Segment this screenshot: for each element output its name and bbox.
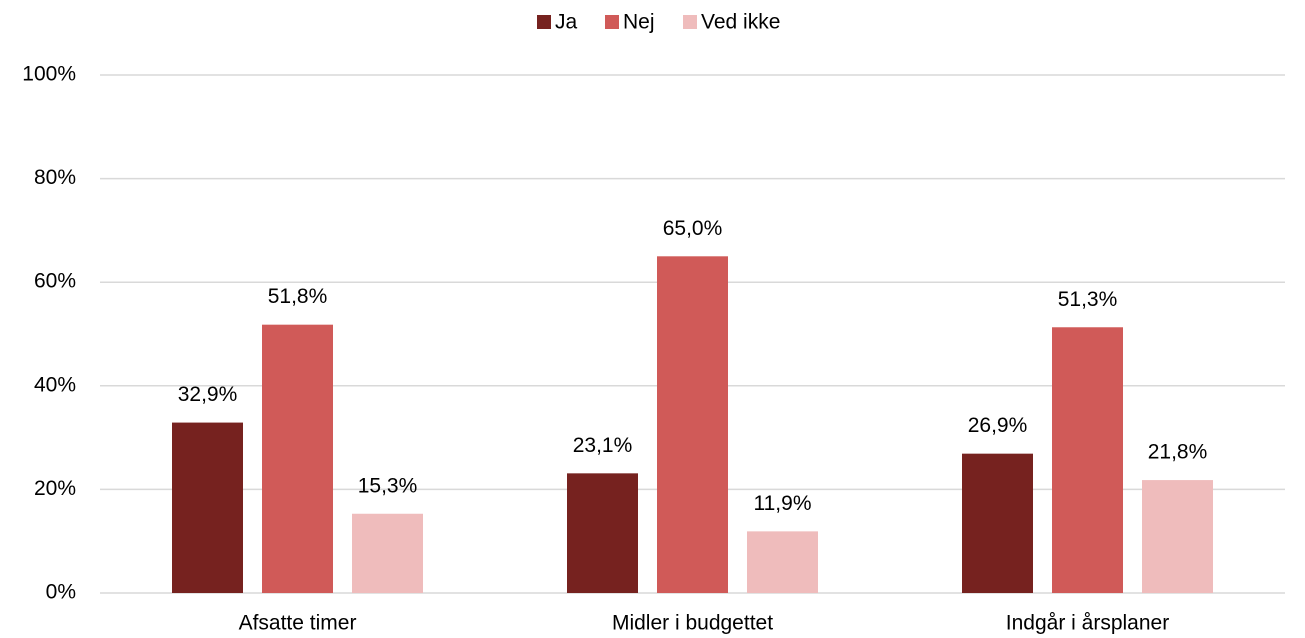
value-label: 11,9% bbox=[754, 492, 812, 515]
y-tick-label: 0% bbox=[46, 581, 76, 604]
y-tick-label: 80% bbox=[34, 166, 76, 189]
bar bbox=[747, 531, 818, 593]
bar bbox=[172, 422, 243, 593]
value-label: 21,8% bbox=[1148, 441, 1208, 464]
legend-label: Nej bbox=[623, 11, 655, 34]
value-label: 51,3% bbox=[1058, 288, 1118, 311]
value-label: 65,0% bbox=[663, 217, 723, 240]
bar bbox=[352, 513, 423, 593]
x-tick-label: Midler i budgettet bbox=[612, 612, 773, 635]
legend-swatch bbox=[537, 15, 551, 29]
legend-swatch bbox=[605, 15, 619, 29]
value-label: 51,8% bbox=[268, 285, 328, 308]
y-tick-label: 100% bbox=[22, 63, 76, 86]
bar bbox=[1142, 480, 1213, 593]
x-tick-label: Afsatte timer bbox=[239, 612, 357, 635]
bar bbox=[657, 256, 728, 593]
legend-label: Ja bbox=[555, 11, 578, 34]
value-label: 32,9% bbox=[178, 383, 238, 406]
legend-label: Ved ikke bbox=[701, 11, 780, 34]
bar bbox=[1052, 327, 1123, 593]
x-tick-label: Indgår i årsplaner bbox=[1006, 612, 1169, 635]
legend-swatch bbox=[683, 15, 697, 29]
value-label: 23,1% bbox=[573, 434, 633, 457]
y-tick-label: 60% bbox=[34, 270, 76, 293]
bar bbox=[262, 324, 333, 593]
value-label: 26,9% bbox=[968, 414, 1028, 437]
y-tick-label: 20% bbox=[34, 477, 76, 500]
bar bbox=[962, 453, 1033, 593]
bar bbox=[567, 473, 638, 593]
y-tick-label: 40% bbox=[34, 373, 76, 396]
value-label: 15,3% bbox=[358, 474, 418, 497]
